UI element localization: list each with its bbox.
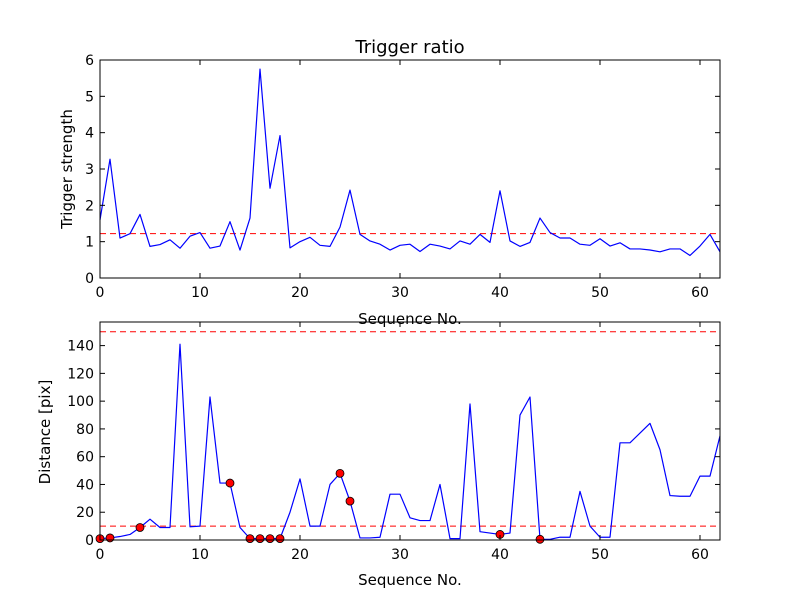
series-line — [99, 343, 721, 540]
x-tick-label: 50 — [591, 285, 609, 301]
y-tick-label: 20 — [76, 505, 94, 521]
x-tick-label: 0 — [96, 547, 105, 563]
y-tick-label: 5 — [85, 89, 94, 105]
data-point-marker — [275, 534, 285, 544]
plot-frame — [99, 321, 721, 541]
y-tick-label: 6 — [85, 53, 94, 69]
y-tick-label: 3 — [85, 162, 94, 178]
x-axis-label-bottom: Sequence No. — [358, 571, 462, 589]
y-tick-label: 0 — [85, 271, 94, 287]
chart-title-top: Trigger ratio — [354, 37, 464, 58]
x-tick-label: 50 — [591, 547, 609, 563]
y-tick-label: 120 — [67, 366, 94, 382]
y-tick-label: 140 — [67, 339, 94, 355]
data-point-marker — [335, 468, 345, 478]
x-tick-label: 60 — [691, 285, 709, 301]
y-tick-label: 60 — [76, 450, 94, 466]
x-tick-label: 30 — [391, 285, 409, 301]
plot-frame — [99, 59, 721, 279]
data-point-marker — [345, 496, 355, 506]
y-tick-label: 40 — [76, 477, 94, 493]
y-tick-label: 0 — [85, 533, 94, 549]
data-point-marker — [535, 534, 545, 544]
distance-plot: 0 10 20 30 40 50 60 0 20 40 60 80 100 120 140 — [67, 321, 721, 563]
data-point-marker — [255, 534, 265, 544]
data-point-marker — [135, 523, 145, 532]
y-tick-label: 2 — [85, 198, 94, 214]
x-tick-label: 20 — [291, 285, 309, 301]
x-tick-label: 60 — [691, 547, 709, 563]
x-tick-label: 20 — [291, 547, 309, 563]
x-axis-label-top: Sequence No. — [358, 310, 462, 328]
x-tick-label: 40 — [491, 547, 509, 563]
x-tick-label: 0 — [96, 285, 105, 301]
x-tick-label: 10 — [191, 285, 209, 301]
y-axis-label-top: Trigger strength — [58, 109, 76, 230]
x-tick-label: 40 — [491, 285, 509, 301]
data-point-marker — [105, 533, 115, 543]
x-tick-label: 10 — [191, 547, 209, 563]
data-point-marker — [265, 534, 275, 544]
trigger-ratio-plot: 0 10 20 30 40 50 60 0 1 2 3 4 5 6 — [85, 53, 721, 301]
y-axis-label-bottom: Distance [pix] — [36, 380, 54, 485]
y-tick-label: 80 — [76, 422, 94, 438]
data-point-marker — [245, 534, 255, 544]
data-point-marker — [225, 478, 235, 488]
y-tick-label: 100 — [67, 394, 94, 410]
y-tick-label: 4 — [85, 126, 94, 142]
series-line — [99, 68, 721, 257]
x-tick-label: 30 — [391, 547, 409, 563]
y-tick-label: 1 — [85, 235, 94, 251]
